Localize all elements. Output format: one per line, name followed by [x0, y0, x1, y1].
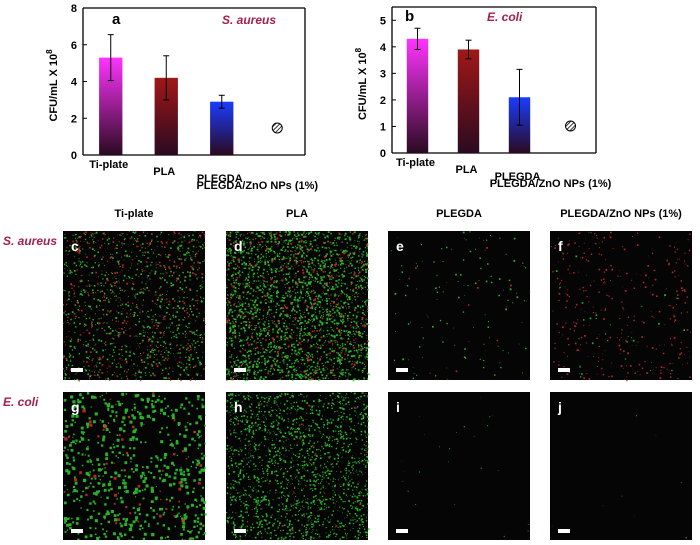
x-tick-label: Ti-plate [396, 157, 435, 169]
green-cells [226, 231, 370, 382]
panel-letter: b [405, 8, 414, 25]
scale-bar [234, 529, 246, 533]
y-axis-label-text: CFU/mL X 10 [357, 52, 369, 120]
y-tick-label: 1 [380, 121, 386, 133]
bar [210, 101, 234, 155]
micrograph [226, 392, 368, 541]
panel-letter: e [396, 238, 404, 254]
scale-bar [71, 529, 83, 533]
red-cells [63, 231, 206, 382]
panel-letter: i [396, 399, 400, 415]
panel-letter: f [558, 238, 563, 254]
x-tick-label: PLA [153, 166, 175, 178]
bar [154, 77, 178, 155]
y-axis-label: CFU/mL X 108 [45, 49, 60, 122]
y-tick-label: 4 [71, 77, 78, 89]
x-tick-label: PLEGDA [495, 171, 541, 183]
y-axis-label-text: CFU/mL X 10 [48, 54, 60, 122]
y-axis-label: CFU/mL X 108 [354, 47, 369, 120]
scale-bar [396, 368, 408, 372]
y-tick-label: 4 [380, 42, 387, 54]
y-tick-label: 8 [71, 3, 77, 15]
panel-letter: g [71, 399, 80, 415]
scale-bar [558, 368, 570, 372]
column-label: PLEGDA [436, 208, 482, 220]
organism-label: S. aureus [222, 13, 276, 27]
row-label: S. aureus [3, 234, 57, 248]
no-growth-marker [565, 120, 576, 132]
row-label: E. coli [3, 395, 39, 409]
y-tick-label: 2 [380, 95, 386, 107]
panel-letter: j [557, 399, 562, 415]
panel-letter: d [234, 238, 243, 254]
green-cells [63, 392, 208, 545]
y-tick-label: 0 [380, 148, 386, 160]
panel-letter: h [234, 399, 243, 415]
column-label: PLA [286, 208, 308, 220]
panel-letter: a [112, 11, 121, 28]
micrograph [388, 392, 530, 541]
panel-letter: c [71, 238, 79, 254]
x-tick-label: PLEGDA/ZnO NPs (1%) [196, 180, 318, 192]
x-tick-label: PLA [456, 164, 478, 176]
red-cells [237, 392, 368, 542]
y-axis-label-exponent: 8 [354, 47, 363, 52]
bar [406, 38, 429, 153]
x-tick-label: Ti-plate [89, 159, 128, 171]
y-tick-label: 5 [380, 15, 386, 27]
organism-label: E. coli [487, 10, 523, 24]
micrograph [388, 231, 530, 380]
column-label: Ti-plate [115, 208, 154, 220]
no-growth-marker [271, 122, 283, 134]
micrograph [550, 392, 692, 541]
scale-bar [558, 529, 570, 533]
scale-bar [71, 368, 83, 372]
column-label: PLEGDA/ZnO NPs (1%) [560, 208, 682, 220]
x-tick-label: PLEGDA [197, 173, 243, 185]
y-tick-label: 6 [71, 40, 77, 52]
x-tick-label: PLEGDA/ZnO NPs (1%) [490, 178, 612, 190]
bar [457, 49, 480, 153]
red-cells [226, 231, 369, 381]
bar [99, 57, 123, 155]
scale-bar [396, 529, 408, 533]
micrograph [63, 231, 205, 380]
y-axis-label-exponent: 8 [45, 49, 54, 54]
y-tick-label: 2 [71, 113, 77, 125]
micrograph [550, 231, 692, 380]
y-tick-label: 0 [71, 150, 77, 162]
scale-bar [234, 368, 246, 372]
y-tick-label: 3 [380, 68, 386, 80]
